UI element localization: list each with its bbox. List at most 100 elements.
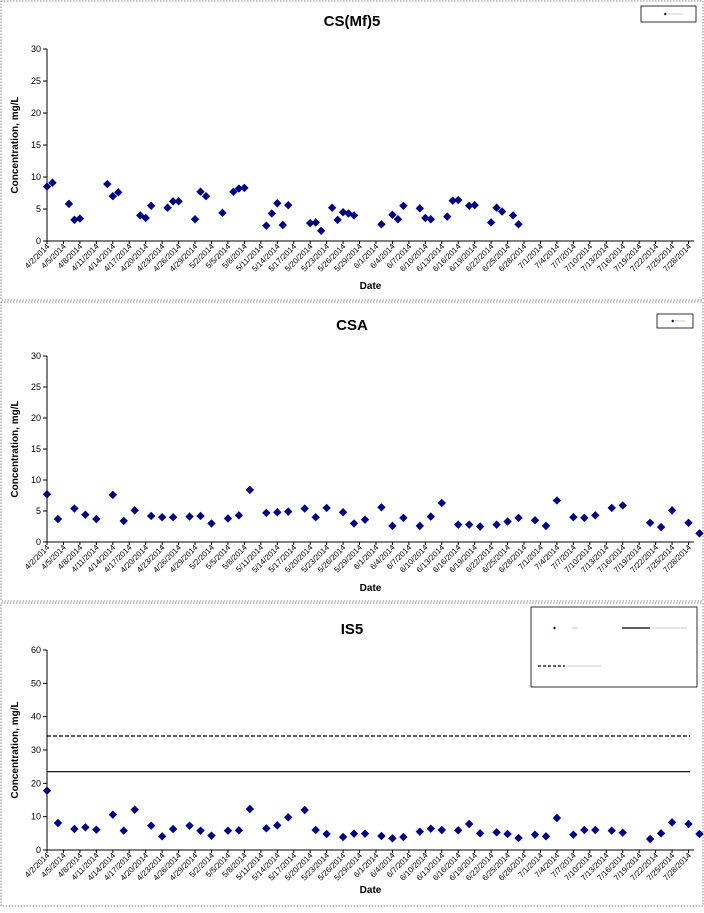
y-tick-label: 10 — [31, 172, 41, 182]
data-point — [448, 196, 457, 205]
data-point — [541, 832, 551, 841]
data-point — [454, 520, 463, 529]
data-point — [393, 215, 403, 224]
data-point — [196, 511, 205, 521]
data-point — [108, 192, 117, 201]
y-tick-label: 20 — [31, 108, 41, 118]
data-point — [240, 183, 249, 193]
y-tick-label: 30 — [31, 351, 41, 361]
panel-border — [0, 301, 704, 602]
data-point — [667, 506, 677, 515]
data-point — [464, 520, 474, 529]
data-point — [470, 200, 479, 210]
data-point — [262, 221, 271, 230]
y-tick-label: 15 — [31, 444, 41, 454]
x-axis-title: Date — [360, 583, 382, 594]
data-point — [81, 510, 90, 519]
data-point — [174, 197, 183, 206]
data-point — [454, 195, 463, 205]
data-point — [475, 829, 485, 838]
data-point — [492, 203, 501, 212]
data-point — [552, 813, 562, 823]
data-point — [223, 514, 233, 523]
data-point — [322, 503, 331, 513]
y-tick-label: 5 — [36, 506, 41, 516]
data-point — [207, 519, 216, 528]
data-point — [201, 192, 211, 201]
data-point — [684, 819, 693, 829]
data-point — [163, 203, 172, 212]
data-point — [157, 513, 167, 522]
legend-label-placeholder — [651, 627, 687, 629]
data-point — [262, 508, 271, 518]
data-point — [146, 201, 156, 210]
data-point — [530, 516, 540, 525]
y-tick-label: 0 — [36, 845, 41, 855]
data-point — [70, 504, 79, 513]
data-point — [645, 834, 655, 844]
data-point — [48, 178, 57, 187]
y-tick-label: 10 — [31, 475, 41, 485]
legend-marker-diamond — [553, 626, 556, 630]
data-point — [415, 204, 425, 213]
data-point — [305, 218, 315, 228]
data-point — [311, 218, 320, 227]
y-tick-label: 40 — [31, 712, 41, 722]
data-point — [591, 825, 600, 835]
data-point — [492, 520, 501, 529]
data-point — [607, 826, 616, 835]
data-point — [486, 218, 496, 227]
data-point — [399, 513, 408, 523]
data-point — [426, 215, 436, 224]
data-point — [618, 828, 627, 837]
data-point — [42, 786, 52, 795]
data-point — [273, 821, 282, 830]
data-point — [508, 211, 518, 220]
data-point — [530, 830, 540, 839]
data-point — [311, 513, 320, 522]
data-point — [207, 831, 216, 840]
data-point — [514, 833, 523, 843]
data-point — [141, 213, 150, 223]
data-point — [618, 501, 627, 510]
data-point — [146, 821, 156, 830]
data-point — [311, 825, 320, 835]
y-axis-title: Concentration, mg/L — [10, 96, 21, 193]
data-point — [53, 514, 63, 524]
data-point — [349, 211, 359, 220]
y-tick-label: 10 — [31, 812, 41, 822]
y-tick-label: 0 — [36, 236, 41, 246]
y-tick-label: 20 — [31, 413, 41, 423]
y-tick-label: 30 — [31, 44, 41, 54]
data-point — [229, 187, 238, 196]
data-point — [475, 522, 485, 531]
data-point — [300, 504, 309, 513]
legend-marker-diamond — [663, 12, 667, 16]
data-point — [338, 208, 348, 217]
data-point — [262, 824, 271, 833]
data-point — [569, 513, 578, 522]
y-tick-label: 30 — [31, 745, 41, 755]
data-point — [114, 188, 123, 197]
data-point — [684, 518, 693, 527]
y-tick-label: 60 — [31, 645, 41, 655]
data-point — [108, 810, 117, 819]
data-point — [168, 513, 178, 522]
legend-label-placeholder — [567, 665, 601, 667]
chart-title: IS5 — [341, 621, 364, 638]
data-point — [399, 832, 408, 842]
data-point — [273, 199, 282, 208]
legend-label-placeholder — [572, 627, 578, 629]
data-point — [273, 508, 282, 517]
data-point — [338, 508, 348, 517]
data-point — [497, 207, 507, 216]
data-point — [656, 522, 666, 532]
data-point — [300, 805, 309, 815]
data-point — [426, 512, 436, 521]
data-point — [503, 829, 512, 839]
